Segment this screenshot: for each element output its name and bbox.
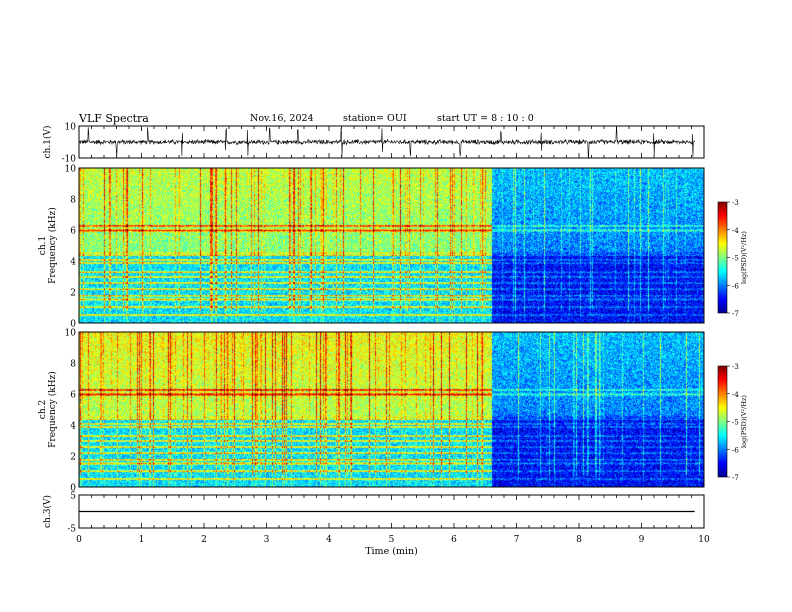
colorbar-tick-label: -6 <box>732 446 739 454</box>
colorbar-tick-label: -6 <box>732 282 739 290</box>
x-tick-label: 1 <box>139 535 145 545</box>
colorbar-tick-label: -4 <box>732 227 739 235</box>
colorbar-tick-label: -7 <box>732 474 739 482</box>
spectrogram-image-1 <box>79 168 704 323</box>
y-tick-label: 10 <box>65 123 77 133</box>
colorbar-1: -3 -4 -5 -6 -7 log(PSD)(V²/Hz) <box>717 199 748 318</box>
colorbar-tick-label: -5 <box>732 419 739 427</box>
colorbar-label: log(PSD)(V²/Hz) <box>740 231 748 284</box>
chart-title: VLF Spectra <box>79 112 149 125</box>
panel-frame <box>78 331 705 488</box>
colorbar-gradient <box>717 201 728 314</box>
y-tick-label: 5 <box>70 492 76 502</box>
y-axis-label: ch.1 <box>38 236 48 255</box>
x-axis-label: Time (min) <box>365 546 418 557</box>
x-tick-label: 0 <box>76 535 82 545</box>
y-tick-label: 6 <box>70 391 76 401</box>
y-tick-label: 2 <box>70 453 76 463</box>
y-tick-label: -5 <box>67 525 76 535</box>
start-ut-label: start UT = 8 : 10 : 0 <box>437 113 534 124</box>
waveform-line <box>78 126 695 159</box>
colorbar-gradient <box>717 365 728 478</box>
x-tick-label: 8 <box>576 535 582 545</box>
y-tick-label: 8 <box>70 196 76 206</box>
x-tick-label: 9 <box>639 535 645 545</box>
y-tick-label: 4 <box>70 258 76 268</box>
waveform-0 <box>78 126 695 159</box>
x-tick-label: 3 <box>264 535 270 545</box>
x-tick-label: 4 <box>326 535 332 545</box>
y-tick-label: 8 <box>70 360 76 370</box>
y-tick-label: 4 <box>70 422 76 432</box>
colorbar-tick-label: -4 <box>732 391 739 399</box>
y-axis-label: ch.2 <box>38 400 48 419</box>
y-tick-label: 10 <box>65 329 77 339</box>
date-label: Nov.16, 2024 <box>250 113 314 124</box>
colorbar-label: log(PSD)(V²/Hz) <box>740 395 748 448</box>
colorbar-tick-label: -3 <box>732 199 739 207</box>
y-axis-label: ch.3(V) <box>42 495 53 528</box>
y-tick-label: 10 <box>65 165 77 175</box>
x-tick-label: 7 <box>514 535 520 545</box>
x-axis: 0 1 2 3 4 5 6 7 8 9 10 Time (min) <box>76 535 710 557</box>
y-tick-label: -10 <box>62 155 77 165</box>
colorbar-tick-label: -3 <box>732 363 739 371</box>
panel-frame <box>78 167 705 324</box>
panel-frame <box>78 494 705 529</box>
x-tick-label: 2 <box>201 535 207 545</box>
spectrogram-image-2 <box>79 332 704 487</box>
y-tick-label: 6 <box>70 227 76 237</box>
y-axis-label: ch.1(V) <box>42 126 53 159</box>
x-tick-label: 6 <box>451 535 457 545</box>
x-tick-label: 5 <box>389 535 395 545</box>
station-label: station= OUI <box>343 113 407 124</box>
colorbar-2: -3 -4 -5 -6 -7 log(PSD)(V²/Hz) <box>717 363 748 482</box>
colorbar-tick-label: -5 <box>732 255 739 263</box>
y-axis-label: Frequency (kHz) <box>47 371 58 448</box>
colorbar-tick-label: -7 <box>732 310 739 318</box>
y-tick-label: 0 <box>70 320 76 330</box>
x-tick-label: 10 <box>698 535 710 545</box>
panel-frame <box>78 125 705 159</box>
y-tick-label: 0 <box>70 484 76 494</box>
y-tick-label: 2 <box>70 289 76 299</box>
y-axis-label: Frequency (kHz) <box>47 207 58 284</box>
